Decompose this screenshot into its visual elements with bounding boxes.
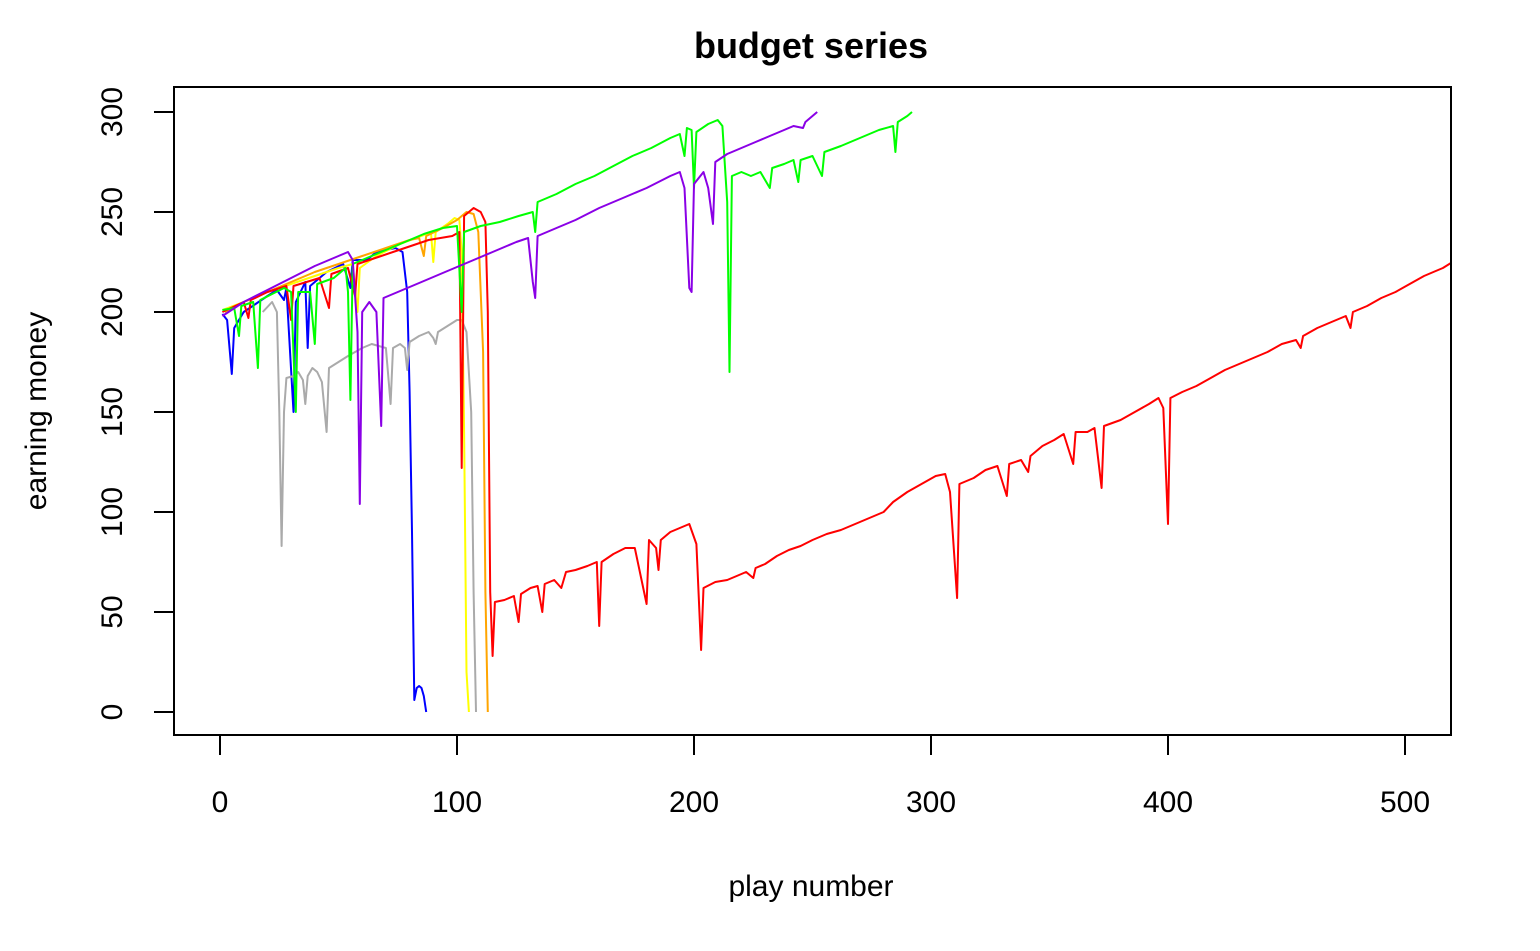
- series-line-4: [224, 211, 489, 713]
- x-tick-label: 0: [212, 786, 229, 819]
- x-tick-label: 300: [906, 786, 956, 819]
- y-tick-label: 200: [96, 287, 129, 337]
- series-line-5: [221, 207, 1450, 657]
- x-axis-label: play number: [728, 870, 893, 903]
- x-axis: 0 100 200 300 400 500: [212, 734, 1430, 819]
- y-tick-label: 300: [96, 87, 129, 137]
- y-tick-label: 50: [96, 595, 129, 628]
- plot-box: [173, 86, 1452, 736]
- series-line-3: [222, 217, 470, 713]
- x-tick-label: 200: [669, 786, 719, 819]
- y-tick-label: 250: [96, 187, 129, 237]
- y-tick-label: 150: [96, 387, 129, 437]
- x-tick-label: 100: [432, 786, 482, 819]
- series-line-1: [221, 247, 428, 713]
- y-tick-label: 100: [96, 487, 129, 537]
- series-line-6: [222, 111, 913, 413]
- x-tick-label: 400: [1143, 786, 1193, 819]
- chart-title: budget series: [694, 25, 928, 66]
- y-axis: 0 50 100 150 200 250 300: [96, 87, 175, 721]
- y-tick-label: 0: [96, 704, 129, 721]
- series-line-7: [221, 111, 818, 505]
- series-line-2: [261, 301, 477, 713]
- y-axis-label: earning money: [20, 312, 53, 510]
- x-tick-label: 500: [1380, 786, 1430, 819]
- series-layer: [221, 111, 1450, 713]
